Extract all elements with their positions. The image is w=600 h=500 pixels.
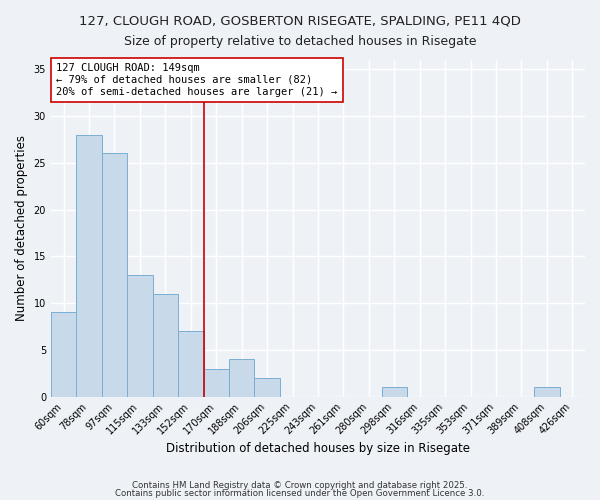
Bar — [382, 387, 407, 396]
Bar — [534, 387, 560, 396]
Y-axis label: Number of detached properties: Number of detached properties — [15, 136, 28, 322]
Text: Size of property relative to detached houses in Risegate: Size of property relative to detached ho… — [124, 35, 476, 48]
Text: 127, CLOUGH ROAD, GOSBERTON RISEGATE, SPALDING, PE11 4QD: 127, CLOUGH ROAD, GOSBERTON RISEGATE, SP… — [79, 15, 521, 28]
Bar — [102, 154, 127, 396]
Text: 127 CLOUGH ROAD: 149sqm
← 79% of detached houses are smaller (82)
20% of semi-de: 127 CLOUGH ROAD: 149sqm ← 79% of detache… — [56, 64, 338, 96]
Text: Contains public sector information licensed under the Open Government Licence 3.: Contains public sector information licen… — [115, 488, 485, 498]
Bar — [254, 378, 280, 396]
Bar — [203, 368, 229, 396]
Text: Contains HM Land Registry data © Crown copyright and database right 2025.: Contains HM Land Registry data © Crown c… — [132, 481, 468, 490]
Bar — [229, 359, 254, 397]
Bar — [127, 275, 152, 396]
X-axis label: Distribution of detached houses by size in Risegate: Distribution of detached houses by size … — [166, 442, 470, 455]
Bar — [152, 294, 178, 397]
Bar — [76, 135, 102, 396]
Bar — [178, 331, 203, 396]
Bar — [51, 312, 76, 396]
